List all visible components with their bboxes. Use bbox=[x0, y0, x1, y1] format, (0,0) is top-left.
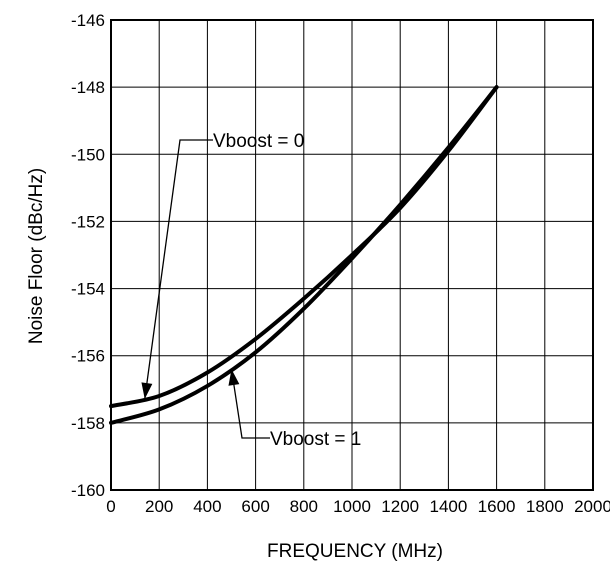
y-tick-label: -148 bbox=[71, 78, 105, 97]
x-tick-label: 800 bbox=[290, 497, 318, 516]
y-tick-label: -156 bbox=[71, 347, 105, 366]
x-tick-label: 1600 bbox=[478, 497, 516, 516]
annotation-label-vboost-0: Vboost = 0 bbox=[213, 131, 304, 152]
annotation-leader bbox=[144, 139, 213, 400]
x-tick-labels: 0 200 400 600 800 1000 1200 1400 1600 1800 2000 bbox=[106, 497, 610, 516]
x-tick-label: 1200 bbox=[381, 497, 419, 516]
y-axis-label: Noise Floor (dBc/Hz) bbox=[26, 168, 47, 344]
x-tick-label: 2000 bbox=[574, 497, 610, 516]
plot-frame bbox=[110, 19, 594, 491]
y-tick-label: -160 bbox=[71, 481, 105, 500]
x-tick-label: 1800 bbox=[526, 497, 564, 516]
x-tick-label: 600 bbox=[241, 497, 269, 516]
y-tick-label: -158 bbox=[71, 414, 105, 433]
annotation-arrowhead bbox=[141, 382, 153, 400]
x-tick-label: 200 bbox=[145, 497, 173, 516]
y-tick-label: -152 bbox=[71, 212, 105, 231]
x-tick-label: 0 bbox=[106, 497, 115, 516]
series-line-vboost-1 bbox=[109, 85, 499, 425]
y-tick-label: -150 bbox=[71, 145, 105, 164]
x-tick-label: 400 bbox=[193, 497, 221, 516]
annotation-label-vboost-1: Vboost = 1 bbox=[270, 429, 361, 450]
y-tick-labels: -146 -148 -150 -152 -154 -156 -158 -160 bbox=[71, 11, 105, 500]
y-tick-label: -146 bbox=[71, 11, 105, 30]
series-lines bbox=[109, 85, 499, 425]
annotation-leader bbox=[230, 369, 270, 439]
y-tick-label: -154 bbox=[71, 280, 105, 299]
x-tick-label: 1400 bbox=[429, 497, 467, 516]
series-line-vboost-0 bbox=[109, 85, 499, 409]
x-axis-label: FREQUENCY (MHz) bbox=[267, 541, 443, 562]
annotations: Vboost = 0 Vboost = 1 bbox=[141, 131, 361, 450]
annotation-arrowhead bbox=[228, 369, 240, 386]
x-tick-label: 1000 bbox=[333, 497, 371, 516]
